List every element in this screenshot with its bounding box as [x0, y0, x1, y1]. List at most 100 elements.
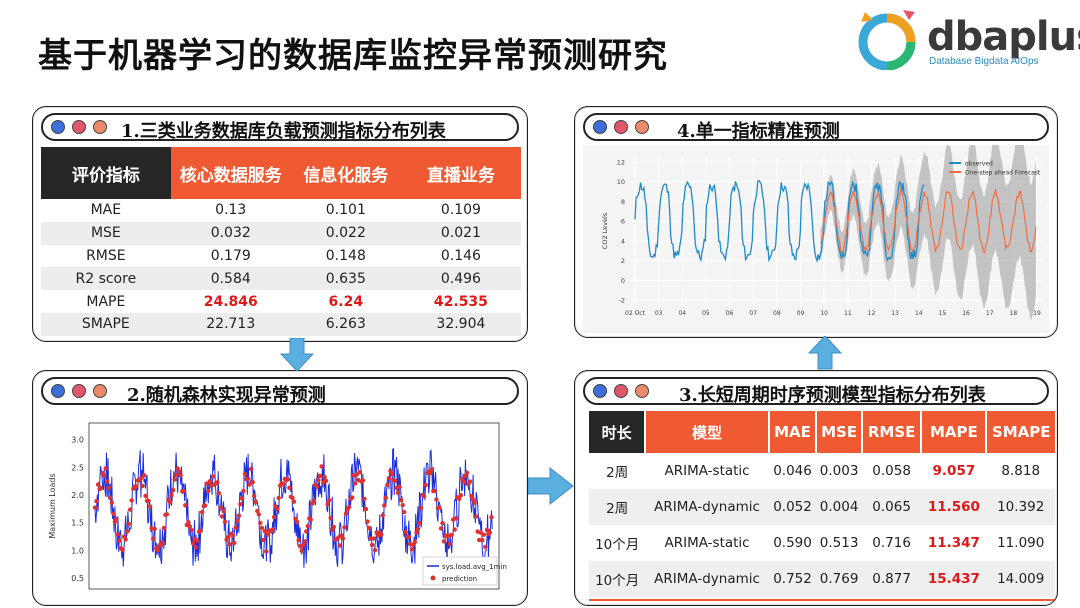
x-tick-label: 17: [986, 310, 994, 317]
x-tick-label: 07: [749, 310, 757, 317]
prediction-point: [372, 547, 378, 553]
prediction-point: [178, 473, 183, 478]
prediction-point: [114, 516, 119, 521]
table-cell: 0.109: [440, 202, 481, 219]
red-dot-icon: [72, 120, 86, 134]
prediction-point: [250, 479, 255, 485]
panel3-title: 3.长短周期时序预测模型指标分布列表: [679, 385, 986, 406]
prediction-point: [343, 511, 349, 516]
table-cell: 0.021: [400, 221, 521, 245]
table-cell: 10个月: [589, 561, 646, 597]
prediction-point: [233, 525, 238, 530]
x-tick-label: 05: [702, 310, 710, 317]
table-cell: 2周: [606, 465, 629, 481]
y-tick-label: 2: [621, 257, 625, 265]
prediction-point: [285, 477, 291, 482]
table-row: RMSE 0.179 0.148 0.146: [41, 245, 521, 268]
prediction-point: [454, 516, 459, 521]
y-tick-label: -2: [619, 297, 625, 305]
table-cell: MSE: [41, 221, 171, 245]
prediction-point: [350, 495, 355, 500]
prediction-point: [219, 514, 225, 519]
x-tick-label: 14: [915, 310, 923, 317]
table-cell: R2 score: [41, 267, 171, 291]
prediction-point: [281, 481, 286, 486]
prediction-point: [187, 524, 193, 529]
y-tick-label: 10: [617, 178, 625, 186]
x-tick-label: 08: [773, 310, 781, 317]
prediction-point: [115, 532, 121, 537]
prediction-point: [483, 544, 488, 550]
y-tick-label: 1.0: [71, 546, 84, 555]
prediction-point: [161, 525, 167, 531]
prediction-point: [362, 496, 367, 502]
logo-wordmark: dbaplus: [927, 14, 1080, 60]
prediction-point: [469, 493, 474, 499]
table-bottom-rule: [589, 599, 1055, 601]
table-header: MAPE: [921, 411, 988, 453]
x-tick-label: 11: [844, 310, 852, 317]
x-tick-label: 10: [820, 310, 828, 317]
prediction-point: [262, 529, 268, 534]
prediction-point: [437, 505, 442, 510]
table-cell: 24.846: [203, 293, 258, 310]
prediction-point: [360, 478, 366, 483]
prediction-point: [226, 535, 231, 540]
panel1-title: 1.三类业务数据库负载预测指标分布列表: [121, 121, 446, 142]
prediction-point: [385, 482, 390, 487]
prediction-point: [111, 511, 116, 516]
prediction-point: [418, 505, 424, 511]
prediction-point: [472, 500, 477, 505]
prediction-point: [253, 499, 258, 505]
prediction-point: [322, 474, 327, 480]
prediction-point: [414, 530, 419, 535]
prediction-point: [319, 464, 324, 469]
prediction-point: [395, 490, 401, 495]
table-cell: 22.713: [170, 312, 291, 336]
prediction-point: [287, 485, 292, 490]
prediction-point: [397, 484, 402, 489]
prediction-point: [389, 471, 395, 477]
table-cell: 8.818: [1001, 463, 1041, 479]
prediction-point: [109, 500, 115, 505]
table-cell: 0.148: [325, 247, 366, 264]
panel-arima-table: 3.长短周期时序预测模型指标分布列表 时长 模型 MAE MSE RMSE MA…: [574, 370, 1058, 606]
prediction-point: [252, 493, 257, 499]
panel-tabbar: 3.长短周期时序预测模型指标分布列表: [583, 377, 1049, 406]
x-tick-label: 15: [939, 310, 947, 317]
prediction-point: [192, 536, 197, 542]
prediction-point: [365, 519, 370, 524]
y-tick-label: 4: [621, 237, 625, 245]
y-tick-label: 2.5: [71, 463, 84, 472]
x-tick-label: 18: [1010, 310, 1018, 317]
prediction-point: [264, 549, 269, 554]
table-cell: 0.065: [861, 489, 922, 525]
prediction-point: [340, 536, 346, 541]
orange-dot-icon: [93, 120, 107, 134]
prediction-point: [258, 520, 263, 526]
prediction-point: [193, 545, 199, 550]
prediction-point: [331, 524, 336, 530]
table-header: 评价指标: [41, 147, 171, 199]
prediction-point: [204, 481, 209, 486]
panel-single-forecast: 4.单一指标精准预测 -2 0 2 4 6 8 10 12 02 Oct 03 04 05 06 07 08…: [574, 106, 1058, 338]
legend-box: [422, 556, 498, 586]
table-cell: 0.716: [872, 535, 911, 551]
table-cell: 0.179: [210, 247, 251, 264]
table-header: SMAPE: [986, 411, 1055, 453]
prediction-point: [155, 548, 160, 553]
prediction-point: [98, 485, 104, 491]
y-tick-label: 6: [621, 218, 625, 226]
table-cell: 0.058: [872, 463, 911, 479]
table-cell: 0.101: [325, 202, 366, 219]
prediction-point: [200, 509, 205, 515]
table-row: MAPE 24.846 6.24 42.535: [41, 290, 521, 313]
prediction-point: [186, 519, 191, 525]
prediction-point: [195, 538, 200, 544]
prediction-point: [271, 515, 277, 520]
prediction-point: [259, 525, 265, 531]
table-cell: MAE: [90, 202, 122, 219]
prediction-point: [230, 533, 235, 538]
table-header: RMSE: [861, 411, 923, 453]
prediction-point: [464, 470, 470, 475]
